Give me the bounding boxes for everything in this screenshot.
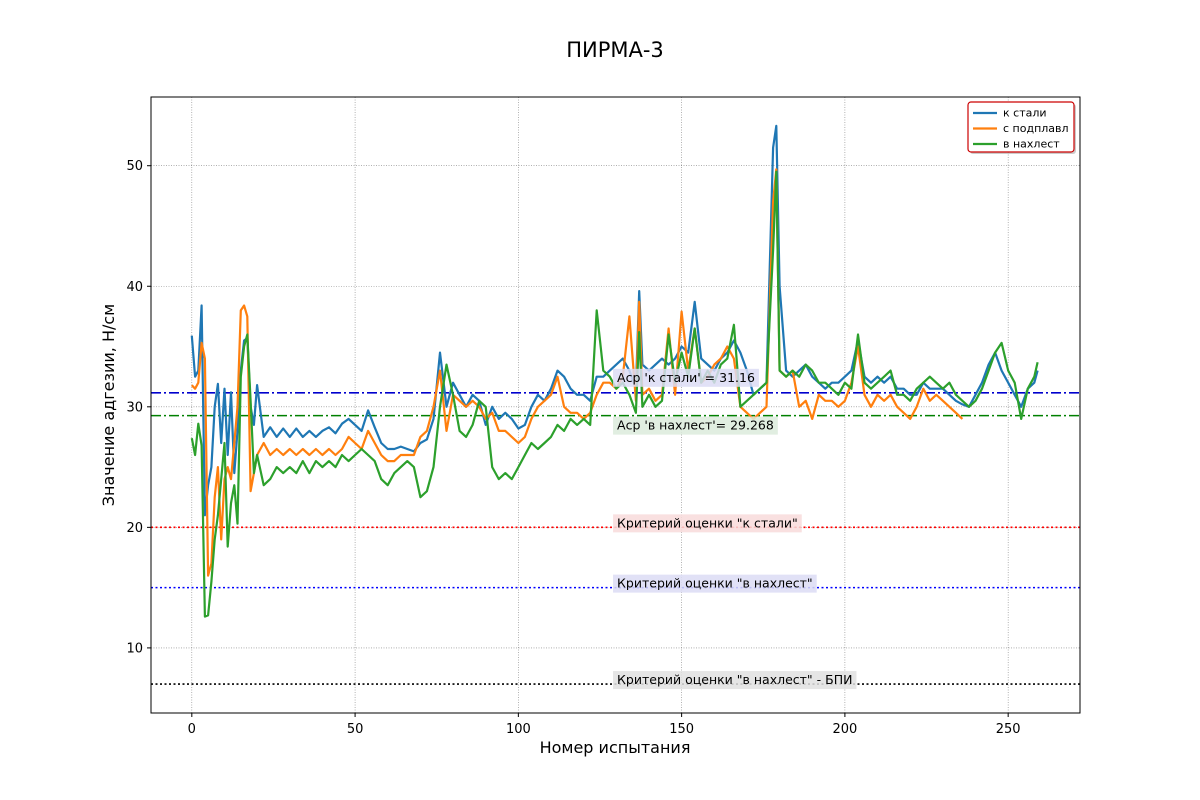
x-tick-label: 250: [996, 722, 1021, 737]
y-tick-label: 10: [126, 641, 143, 656]
x-tick-label: 200: [832, 722, 857, 737]
y-tick-label: 40: [126, 280, 143, 295]
reference-label-box: [613, 671, 857, 690]
legend-box: [967, 101, 1075, 153]
y-tick-label: 30: [126, 400, 143, 415]
x-axis-label: Номер испытания: [540, 738, 691, 757]
reference-line-label: Аср 'в нахлест'= 29.268: [617, 418, 774, 433]
x-tick-label: 0: [188, 722, 196, 737]
reference-line-label: Критерий оценки "к стали": [617, 515, 798, 530]
series-lines: [190, 124, 1039, 618]
x-tick-label: 100: [506, 722, 531, 737]
grid: [151, 97, 1080, 713]
series-line: [190, 124, 1039, 517]
plot-frame: [150, 96, 1081, 714]
reference-line-label: Критерий оценки "в нахлест" - БПИ: [617, 672, 852, 687]
reference-line-label: Аср 'к стали' = 31.16: [617, 370, 755, 385]
y-tick-label: 50: [126, 159, 143, 174]
reference-line-label: Критерий оценки "в нахлест": [617, 576, 813, 591]
legend: к стали с подплавл в нахлест: [967, 101, 1076, 154]
reference-label-box: [613, 574, 817, 593]
reference-label-box: [613, 514, 802, 533]
reference-label-box: [613, 416, 778, 435]
legend-label: к стали: [1003, 107, 1047, 120]
y-tick-label: 20: [126, 521, 143, 536]
x-tick-label: 50: [347, 722, 364, 737]
legend-label: с подплавл: [1003, 122, 1069, 135]
series-line: [190, 170, 1039, 618]
chart-title: ПИРМА-3: [566, 38, 664, 62]
annotations: Аср 'к стали' = 31.16 Аср 'в нахлест'= 29…: [613, 368, 857, 690]
axis-ticks: 0 50 100 150 200 250 10 20 30 40 50: [126, 159, 1020, 737]
x-tick-label: 150: [669, 722, 694, 737]
legend-label: в нахлест: [1003, 138, 1060, 151]
y-axis-label: Значение адгезии, Н/см: [99, 304, 118, 507]
series-line: [190, 168, 964, 577]
reference-label-box: [613, 368, 759, 387]
